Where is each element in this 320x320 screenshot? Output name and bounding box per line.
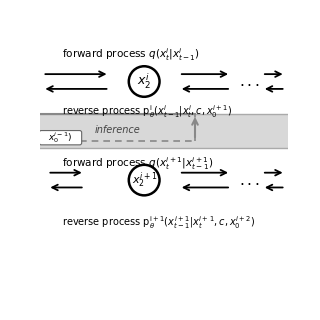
Text: inference: inference — [95, 125, 140, 135]
Text: forward process $q(x_t^i|x_{t-1}^i)$: forward process $q(x_t^i|x_{t-1}^i)$ — [62, 46, 200, 63]
Text: reverse process $\mathrm{p}_{\theta}^{\mathrm{i+1}}(x_{t-1}^{i+1}|x_t^{i+1}, c, : reverse process $\mathrm{p}_{\theta}^{\m… — [62, 215, 255, 231]
Text: $x_0^{i-1})$: $x_0^{i-1})$ — [48, 130, 73, 145]
FancyBboxPatch shape — [39, 131, 82, 145]
Text: $...$: $...$ — [239, 74, 260, 89]
Text: $...$: $...$ — [239, 172, 260, 188]
Text: $x_2^{i+1}$: $x_2^{i+1}$ — [132, 170, 157, 190]
Text: forward process $q(x_t^{i+1}|x_{t-1}^{i+1})$: forward process $q(x_t^{i+1}|x_{t-1}^{i+… — [62, 156, 213, 172]
Text: $x_2^i$: $x_2^i$ — [137, 72, 151, 91]
Text: reverse process $\mathrm{p}_{\theta}^{\mathrm{i}}(x_{t-1}^i|x_t^i, c, x_0^{i+1}): reverse process $\mathrm{p}_{\theta}^{\m… — [62, 104, 233, 121]
Bar — [40, 114, 288, 148]
